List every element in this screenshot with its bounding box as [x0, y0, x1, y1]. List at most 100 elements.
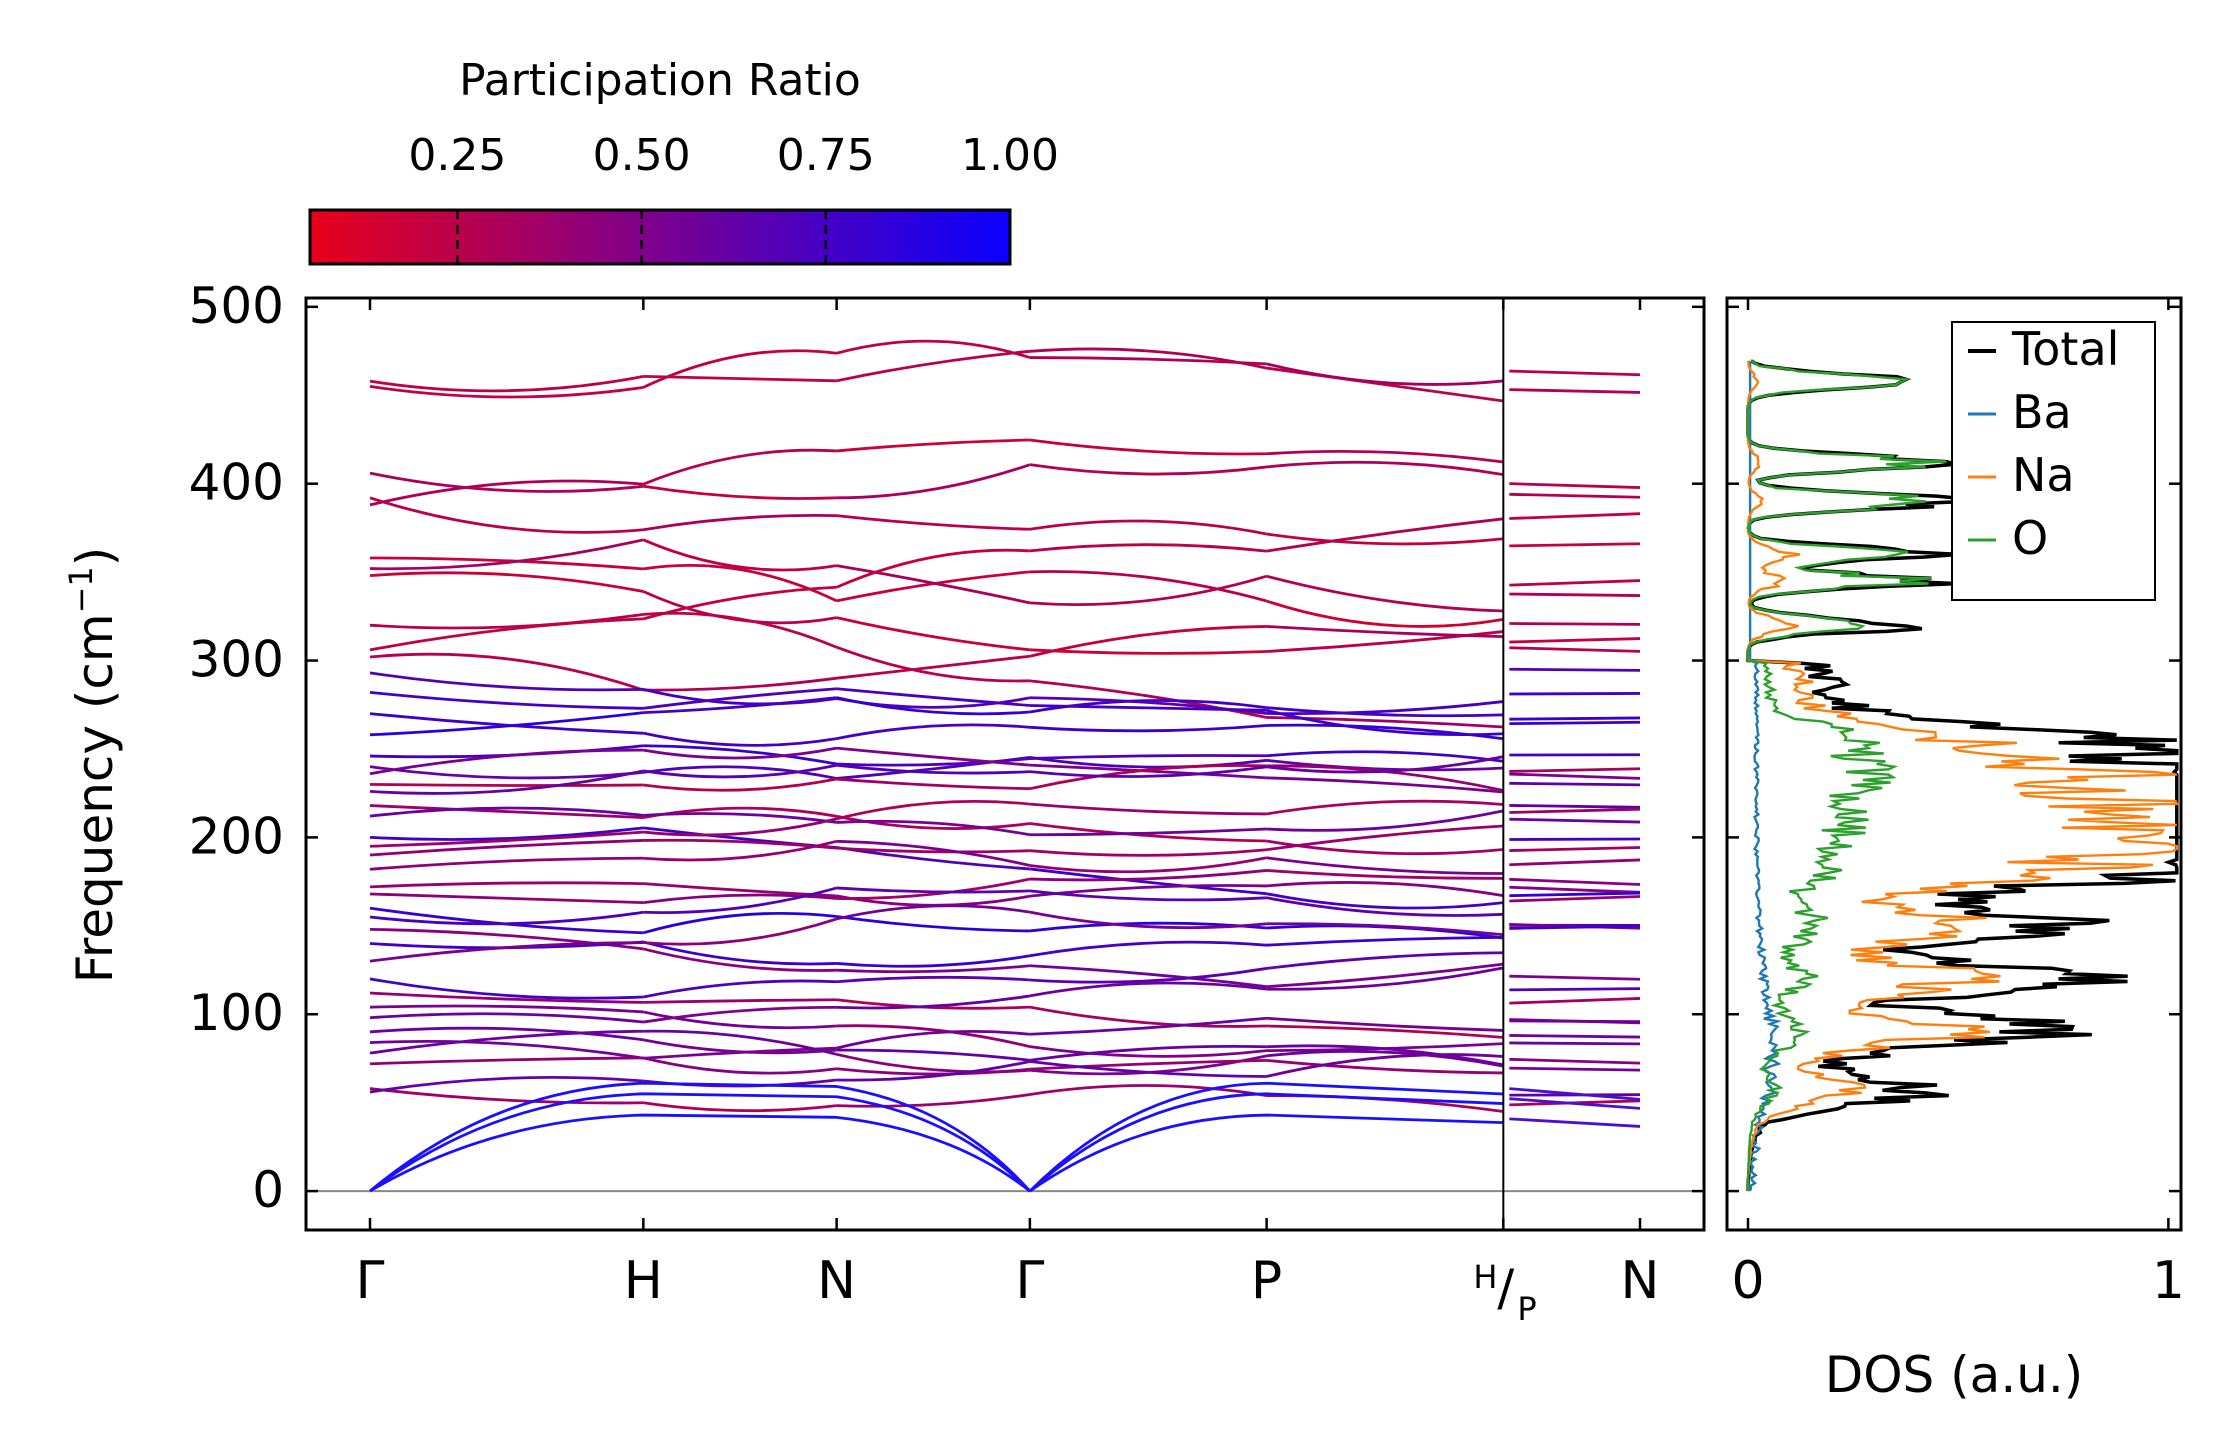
acoustic-band [1028, 1092, 1504, 1193]
band-line [836, 915, 1030, 933]
band-line [1266, 532, 1504, 546]
band-line [1266, 460, 1504, 476]
band-line [836, 1067, 1031, 1076]
band-line [1029, 754, 1267, 760]
band-line [643, 886, 837, 914]
band-line [1029, 1044, 1267, 1062]
band-line [1509, 720, 1641, 726]
band-line [1029, 764, 1267, 791]
band-line [643, 1056, 837, 1075]
band-line [643, 696, 837, 715]
band-axes-frame [304, 296, 1706, 1232]
y-axis-label-sup: −1 [62, 566, 100, 613]
band-line [1509, 974, 1641, 981]
band-line [1509, 837, 1641, 841]
acoustic-band [1509, 1117, 1641, 1128]
band-line [643, 564, 838, 603]
band-line [643, 1005, 837, 1024]
band-line [1509, 895, 1641, 903]
band-line [1266, 824, 1504, 852]
band-line [1509, 781, 1641, 787]
band-line [1029, 910, 1267, 930]
band-line [1029, 543, 1267, 553]
y-tick-label: 100 [189, 984, 284, 1042]
band-line [369, 556, 644, 571]
y-tick-label: 200 [189, 807, 284, 865]
band-line [1509, 807, 1641, 814]
band-line [1266, 574, 1504, 613]
band-line [836, 994, 1031, 1010]
dos-line-na [1746, 360, 2179, 1192]
band-line [369, 910, 644, 926]
band-line [1509, 622, 1641, 626]
k-label: H [624, 1251, 663, 1311]
dos-x-tick-label: 0 [1731, 1251, 1764, 1311]
band-line [643, 777, 837, 792]
band-line [1029, 625, 1267, 658]
band-line [836, 548, 1030, 589]
dos-x-axis-label: DOS (a.u.) [1825, 1346, 2084, 1404]
band-line [369, 765, 644, 780]
colorbar-gradient [308, 208, 1012, 266]
band-line [1029, 724, 1267, 733]
acoustic-band [369, 1092, 1031, 1193]
k-label: N [817, 1251, 856, 1311]
band-line [836, 1024, 1031, 1048]
k-label: N [1621, 1251, 1660, 1311]
band-line [1029, 867, 1267, 896]
band-line [643, 917, 838, 946]
band-line [836, 756, 1031, 780]
band-line [1029, 1058, 1267, 1071]
band-line [643, 817, 837, 837]
band-line [1029, 1060, 1267, 1078]
legend-label: Ba [2012, 385, 2072, 439]
band-line [1266, 966, 1504, 991]
band-line [1266, 750, 1504, 763]
band-line [1509, 512, 1641, 520]
band-line [369, 769, 644, 795]
band-line [369, 748, 644, 776]
band-line [643, 374, 837, 383]
band-line [1266, 951, 1504, 970]
band-line [1509, 1041, 1641, 1046]
band-line [369, 804, 644, 820]
band-line [1266, 700, 1504, 716]
band-line [836, 763, 1030, 775]
y-tick-label: 300 [189, 631, 284, 689]
band-line [642, 940, 837, 966]
dos-axes-frame [1725, 296, 2183, 1232]
acoustic-band [369, 1081, 1031, 1193]
band-line [643, 1029, 837, 1056]
band-line [643, 1010, 837, 1030]
band-line [836, 1048, 1031, 1062]
colorbar-label: Participation Ratio [459, 55, 861, 106]
band-line [643, 746, 837, 760]
band-line [1029, 967, 1267, 984]
y-tick-label: 400 [189, 454, 284, 512]
band-line [369, 1087, 644, 1105]
acoustic-band [1509, 1087, 1641, 1101]
band-line [369, 1029, 644, 1055]
band-line [1509, 817, 1641, 824]
band-line [643, 744, 837, 766]
band-line [1509, 987, 1641, 992]
band-line [1266, 776, 1504, 794]
band-line [836, 777, 1030, 791]
band-line [836, 616, 1031, 652]
band-line [1509, 1034, 1641, 1039]
band-line [369, 830, 644, 848]
band-line [836, 904, 1031, 921]
band-line [1509, 1066, 1641, 1072]
band-line [1509, 891, 1641, 898]
band-line [1029, 756, 1267, 769]
acoustic-band [369, 1113, 1031, 1193]
y-axis-label-main: Frequency (cm [66, 613, 124, 983]
band-line [1266, 1024, 1504, 1039]
band-line [1029, 463, 1267, 476]
band-line [643, 947, 837, 972]
band-line [836, 723, 1030, 740]
k-label: P [1251, 1251, 1282, 1311]
